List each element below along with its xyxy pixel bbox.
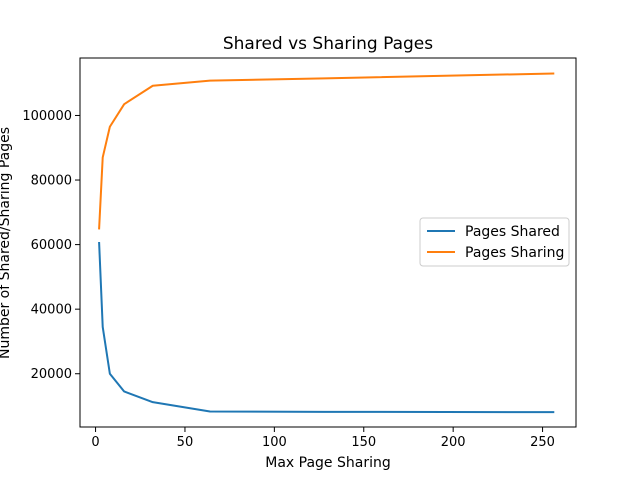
x-tick-label: 100 xyxy=(262,435,287,450)
legend-entry-label: Pages Sharing xyxy=(465,245,564,261)
axes-frame xyxy=(79,57,577,428)
x-tick-label: 150 xyxy=(351,435,376,450)
x-axis-label: Max Page Sharing xyxy=(265,455,390,471)
legend: Pages Shared Pages Sharing xyxy=(419,217,570,267)
series-line-pages-sharing xyxy=(98,72,555,230)
y-tick-label: 40000 xyxy=(31,303,72,318)
chart-title: Shared vs Sharing Pages xyxy=(223,34,433,54)
y-tick-label: 80000 xyxy=(31,174,72,189)
legend-box xyxy=(419,217,570,267)
x-tick-label: 50 xyxy=(177,435,194,450)
y-tick-label: 60000 xyxy=(31,238,72,253)
plot-area: 0 50 100 150 200 250 20000 40000 60000 80000 10000… xyxy=(22,57,577,450)
legend-entry-label: Pages Shared xyxy=(465,224,560,240)
x-tick-label: 200 xyxy=(441,435,466,450)
y-axis-label: Number of Shared/Sharing Pages xyxy=(0,127,13,359)
series-line-pages-shared xyxy=(98,241,555,414)
y-tick-label: 100000 xyxy=(22,109,72,124)
x-tick-label: 0 xyxy=(91,435,99,450)
x-tick-label: 250 xyxy=(530,435,555,450)
y-tick-label: 20000 xyxy=(31,367,72,382)
